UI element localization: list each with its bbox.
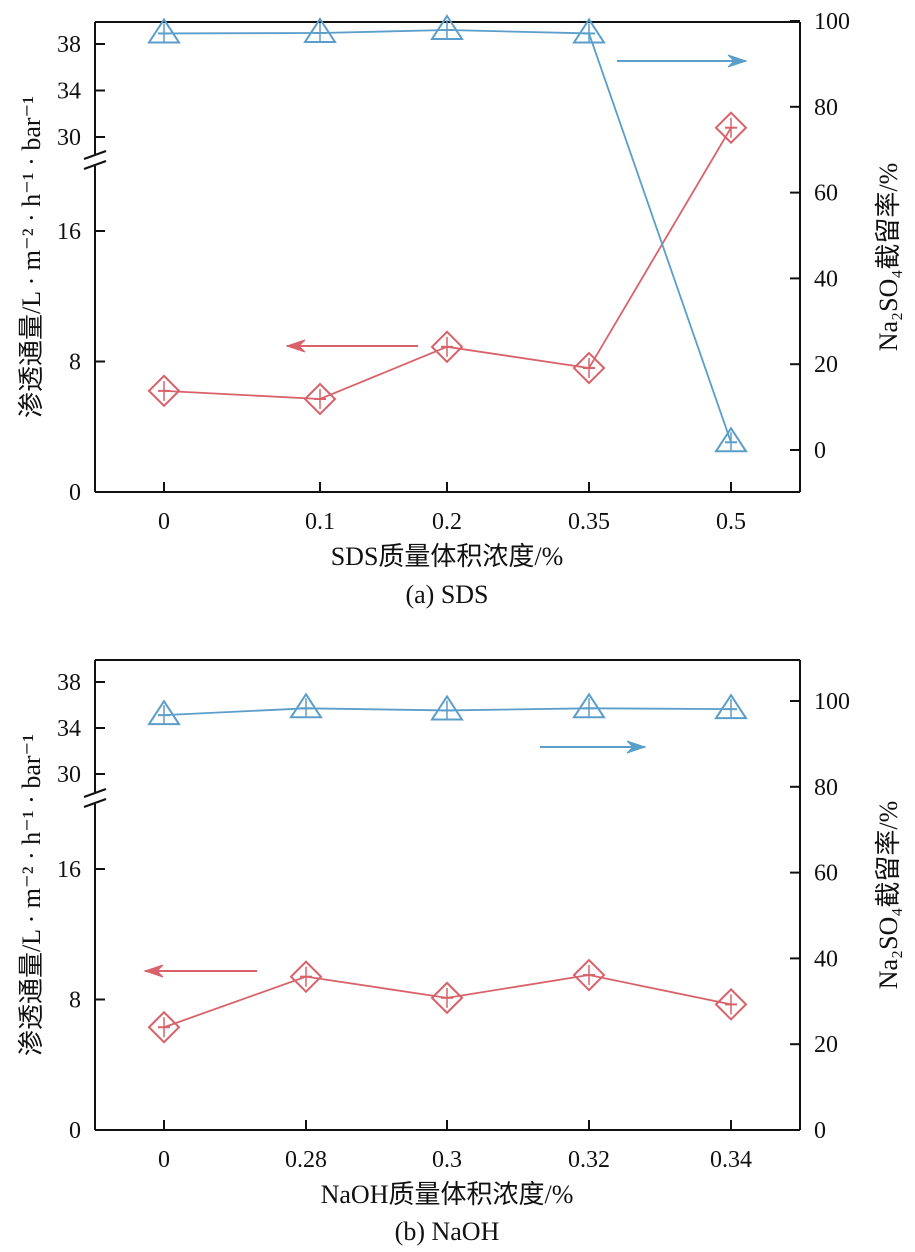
left-axis-title-a: 渗透通量/L · m⁻² · h⁻¹ · bar⁻¹	[17, 96, 46, 418]
x-tick-label: 0.3	[432, 1147, 462, 1173]
rejection-axis-arrow-head	[626, 740, 647, 754]
left-y-tick-label: 0	[69, 480, 81, 506]
x-tick-label: 0.34	[710, 1147, 752, 1173]
flux-marker	[147, 1010, 181, 1044]
axis-break-mark	[83, 150, 107, 160]
left-y-tick-label: 16	[57, 219, 81, 245]
right-y-ticks-b: 0 20 40 60 80 100	[790, 689, 850, 1144]
x-tick-label: 0.28	[285, 1147, 327, 1173]
left-y-ticks-b: 0 8 16 30 34 38	[57, 670, 105, 1144]
right-y-tick-label: 0	[814, 1118, 826, 1144]
flux-axis-arrow-head	[143, 964, 164, 978]
x-axis-title-b: NaOH质量体积浓度/%	[321, 1180, 574, 1209]
left-y-tick-label: 30	[57, 762, 81, 788]
flux-marker	[572, 958, 606, 992]
flux-marker	[430, 981, 464, 1015]
left-axis-title-b: 渗透通量/L · m⁻² · h⁻¹ · bar⁻¹	[17, 734, 46, 1056]
plot-frame-b	[83, 659, 801, 1131]
chart-panel-a: 0 0.1 0.2 0.35 0.5 0 8 16 30 34 38 0 20 40 60 80 100 S…	[17, 9, 903, 609]
right-y-ticks-a: 0 20 40 60 80 100	[790, 9, 850, 464]
left-y-tick-label: 8	[69, 988, 81, 1014]
right-y-tick-label: 60	[814, 181, 838, 207]
x-tick-label: 0.1	[305, 509, 335, 535]
right-y-tick-label: 0	[814, 438, 826, 464]
rejection-line	[163, 29, 732, 443]
right-y-tick-label: 80	[814, 775, 838, 801]
axis-break-mark	[83, 160, 107, 170]
right-axis-title-a: Na₂SO₄截留率/%	[874, 163, 903, 352]
right-axis-title-b: Na₂SO₄截留率/%	[874, 801, 903, 990]
rejection-axis-arrow-head	[727, 54, 748, 68]
flux-marker	[289, 960, 323, 994]
left-y-ticks-a: 0 8 16 30 34 38	[57, 32, 105, 506]
flux-marker	[303, 382, 337, 416]
right-y-tick-label: 60	[814, 861, 838, 887]
caption-a: (a) SDS	[405, 580, 488, 609]
flux-line	[163, 127, 732, 400]
caption-b: (b) NaOH	[395, 1217, 500, 1246]
left-y-tick-label: 38	[57, 32, 81, 58]
chart-panel-b: 0 0.28 0.3 0.32 0.34 0 8 16 30 34 38 0 20 40 60 80 100…	[17, 659, 903, 1246]
left-y-tick-label: 16	[57, 857, 81, 883]
series-a	[147, 14, 748, 453]
flux-marker	[714, 111, 748, 145]
left-y-tick-label: 34	[57, 79, 81, 105]
left-y-tick-label: 8	[69, 350, 81, 376]
flux-marker	[714, 987, 748, 1021]
axis-break-mark	[83, 788, 107, 798]
right-y-tick-label: 20	[814, 1032, 838, 1058]
flux-marker	[430, 330, 464, 364]
plot-frame-a	[83, 21, 801, 493]
right-y-tick-label: 40	[814, 946, 838, 972]
x-tick-label: 0.32	[568, 1147, 610, 1173]
left-y-tick-label: 0	[69, 1118, 81, 1144]
x-ticks-a: 0 0.1 0.2 0.35 0.5	[158, 482, 746, 535]
series-b	[147, 692, 748, 1044]
left-y-tick-label: 38	[57, 670, 81, 696]
right-y-tick-label: 20	[814, 352, 838, 378]
left-y-tick-label: 30	[57, 125, 81, 151]
left-y-tick-label: 34	[57, 716, 81, 742]
x-tick-label: 0.35	[568, 509, 610, 535]
right-y-tick-label: 40	[814, 266, 838, 292]
x-axis-title-a: SDS质量体积浓度/%	[331, 542, 564, 571]
flux-marker	[572, 351, 606, 385]
right-y-tick-label: 80	[814, 95, 838, 121]
x-ticks-b: 0 0.28 0.3 0.32 0.34	[158, 1120, 752, 1173]
right-y-tick-label: 100	[814, 9, 850, 35]
x-tick-label: 0	[158, 509, 170, 535]
arrows-a	[285, 54, 748, 353]
x-tick-label: 0.5	[716, 509, 746, 535]
flux-axis-arrow-head	[285, 339, 306, 353]
x-tick-label: 0	[158, 1147, 170, 1173]
arrows-b	[143, 740, 647, 978]
x-tick-label: 0.2	[432, 509, 462, 535]
flux-marker	[147, 374, 181, 408]
right-y-tick-label: 100	[814, 689, 850, 715]
axis-break-mark	[83, 798, 107, 808]
